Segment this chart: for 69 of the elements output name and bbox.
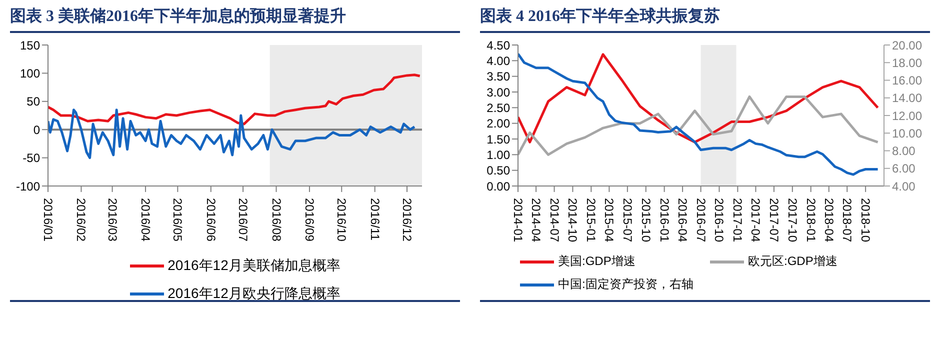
x-tick-label: 2018-04 [822,198,836,242]
x-tick-label: 2015-07 [620,198,634,242]
y-tick-label: 4.00 [486,54,510,68]
x-tick-label: 2014-04 [529,198,544,242]
x-tick-label: 2016-10 [712,198,726,242]
x-tick-label: 2016-04 [676,198,690,242]
y-tick-label: 100 [20,66,40,80]
legend-label: 2016年12月美联储加息概率 [168,257,340,275]
y2-tick-label: 8.00 [892,144,916,158]
x-tick-label: 2018-01 [804,198,818,242]
y-tick-label: -100 [16,179,40,194]
y2-tick-label: 10.00 [892,126,922,140]
y-tick-label: 1.00 [486,148,510,162]
x-tick-label: 2016/01 [41,198,55,242]
y2-tick-label: 12.00 [892,108,922,123]
y-tick-label: 0 [33,122,40,137]
line-series [518,95,880,156]
x-tick-label: 2016/12 [400,198,414,242]
x-tick-label: 2016-01 [657,198,672,242]
x-tick-label: 2016/04 [138,198,153,242]
x-tick-label: 2017-07 [766,198,781,242]
x-tick-label: 2016/11 [368,198,382,241]
y-tick-label: 4.50 [486,38,510,52]
y2-tick-label: 6.00 [892,162,916,176]
y2-tick-label: 14.00 [892,91,922,106]
legend-label: 美国:GDP增速 [558,253,636,270]
x-tick-label: 2014-01 [511,198,525,242]
y-tick-label: 3.50 [486,70,510,84]
legend-label: 2016年12月欧央行降息概率 [168,285,340,303]
x-tick-label: 2016/10 [334,198,349,242]
chart-title: 图表 4 2016年下半年全球共振复苏 [480,6,930,33]
x-tick-label: 2018-10 [858,198,873,242]
y-tick-label: -50 [22,151,40,166]
y-tick-label: 2.00 [486,116,510,131]
line-series [518,52,880,176]
y-tick-label: 150 [20,38,40,52]
chart-title: 图表 3 美联储2016年下半年加息的预期显著提升 [10,6,460,33]
x-tick-label: 2016/09 [302,198,316,242]
x-tick-label: 2016/06 [204,198,218,242]
y-tick-label: 2.50 [486,100,510,115]
y-tick-label: 50 [26,94,40,109]
x-tick-label: 2016/08 [269,198,284,242]
y-tick-label: 0.00 [486,179,510,194]
x-tick-label: 2015-04 [602,198,616,242]
x-tick-label: 2017-10 [785,198,800,242]
x-tick-label: 2016-07 [694,198,708,242]
line-series [518,53,880,144]
x-tick-label: 2016/02 [74,198,88,242]
line-series [48,74,422,126]
x-tick-label: 2016/07 [236,198,250,242]
y2-tick-label: 20.00 [892,38,922,52]
x-tick-label: 2018-07 [840,198,854,242]
x-tick-label: 2016/05 [170,198,185,242]
y2-tick-label: 4.00 [892,179,916,194]
x-tick-label: 2014-10 [566,198,580,242]
x-tick-label: 2015-01 [584,198,598,242]
legend-label: 中国:固定资产投资，右轴 [558,276,694,293]
x-tick-label: 2017-04 [748,198,763,242]
x-tick-label: 2014-07 [547,198,562,242]
line-series [48,108,416,160]
y-tick-label: 1.50 [486,132,510,146]
x-tick-label: 2016/03 [105,198,120,242]
y-tick-label: 0.50 [486,164,510,178]
x-tick-label: 2015-10 [638,198,653,242]
y-tick-label: 3.00 [486,85,510,100]
y2-tick-label: 18.00 [892,56,922,70]
x-tick-label: 2017-01 [730,198,745,242]
legend-label: 欧元区:GDP增速 [748,253,838,270]
y2-tick-label: 16.00 [892,74,922,88]
